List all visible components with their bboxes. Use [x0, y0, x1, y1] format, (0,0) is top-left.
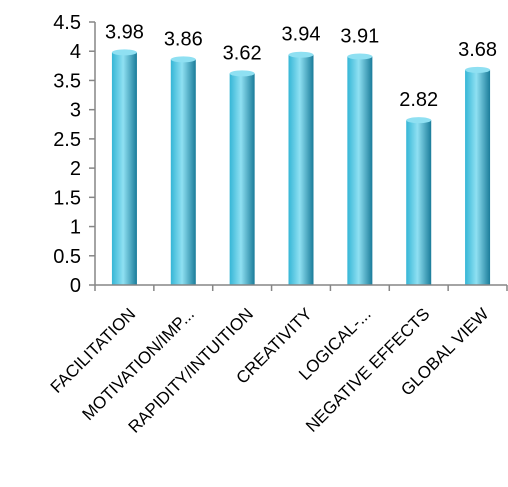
y-tick-label: 1.5: [53, 187, 81, 209]
bar: [229, 73, 255, 285]
x-axis-tick-marks: [94, 285, 508, 291]
bar: [406, 120, 432, 285]
category-labels: FACILITATIONMOTIVATION/IMP...RAPIDITY/IN…: [47, 304, 493, 436]
y-tick-label: 4.5: [53, 12, 81, 34]
bar: [170, 59, 196, 285]
y-tick-label: 3.5: [53, 70, 81, 92]
y-axis-ticks: 0 0.5 1 1.5 2 2.5 3 3.5 4 4.5: [53, 12, 95, 297]
y-tick-label: 0.5: [53, 246, 81, 268]
y-tick-label: 3: [70, 100, 81, 122]
bar: [465, 69, 491, 286]
bar-top-cap: [406, 117, 432, 124]
bar: [288, 54, 314, 286]
data-label: 3.98: [105, 21, 144, 43]
data-label: 3.91: [340, 25, 379, 47]
y-tick-label: 0: [70, 275, 81, 297]
bars: [111, 49, 491, 286]
data-label: 3.86: [164, 28, 203, 50]
data-label: 3.68: [458, 39, 497, 61]
bar-top-cap: [465, 66, 491, 73]
bar: [347, 56, 373, 285]
y-tick-label: 4: [70, 41, 81, 63]
data-label: 2.82: [399, 89, 438, 111]
data-label: 3.62: [223, 42, 262, 64]
bar: [111, 52, 137, 285]
y-tick-label: 1: [70, 217, 81, 239]
bar-top-cap: [288, 51, 314, 58]
data-labels: 3.98 3.86 3.62 3.94 3.91 2.82 3.68: [105, 21, 497, 111]
category-label: MOTIVATION/IMP...: [78, 304, 198, 424]
y-tick-label: 2: [70, 158, 81, 180]
bar-top-cap: [347, 53, 373, 60]
bar-top-cap: [111, 49, 137, 56]
bar-top-cap: [170, 56, 196, 63]
bar-top-cap: [229, 70, 255, 77]
data-label: 3.94: [282, 24, 321, 46]
y-tick-label: 2.5: [53, 129, 81, 151]
